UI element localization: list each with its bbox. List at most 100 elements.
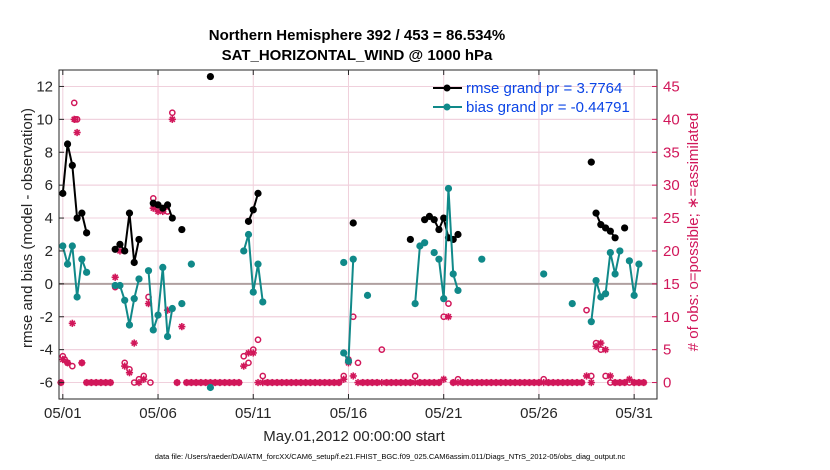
obs-assimilated-marker	[425, 378, 434, 387]
y-tick-label: -2	[40, 309, 53, 326]
bias-series-line	[590, 250, 621, 322]
obs-assimilated-marker	[535, 378, 543, 387]
bias-point	[121, 296, 129, 304]
x-tick-label: 05/31	[615, 405, 653, 422]
rmse-series-line	[114, 212, 140, 263]
y2-tick-label: 15	[663, 276, 680, 293]
bias-series-line	[147, 267, 174, 337]
bias-point	[240, 247, 248, 255]
rmse-point	[78, 209, 86, 217]
x-tick-label: 05/01	[44, 405, 82, 422]
obs-assimilated-stroke	[188, 379, 195, 386]
rmse-point	[163, 201, 172, 209]
rmse-point	[435, 225, 443, 234]
obs-assimilated-stroke	[540, 379, 547, 386]
legend: rmse grand pr = 3.7764 bias grand pr = -…	[433, 80, 630, 116]
obs-assimilated-stroke	[64, 359, 71, 366]
obs-assimilated-marker	[592, 342, 600, 350]
obs-assimilated-stroke	[440, 376, 447, 383]
obs-assimilated-stroke	[597, 339, 604, 347]
rmse-point	[125, 209, 134, 217]
obs-assimilated-stroke	[393, 379, 400, 386]
bias-point	[568, 299, 576, 308]
obs-assimilated-marker	[273, 378, 281, 387]
obs-assimilated-stroke	[183, 379, 190, 386]
obs-assimilated-marker	[168, 115, 176, 123]
y2-tick-label: 30	[663, 177, 680, 194]
obs-assimilated-marker	[278, 378, 286, 387]
obs-assimilated-stroke	[621, 379, 628, 386]
bias-point	[440, 295, 448, 303]
x-tick-label: 05/06	[139, 405, 177, 422]
obs-assimilated-stroke	[359, 379, 366, 386]
obs-assimilated-stroke	[354, 379, 362, 386]
obs-assimilated-stroke	[526, 379, 533, 386]
obs-assimilated-marker	[59, 355, 67, 364]
obs-assimilated-marker	[306, 378, 314, 387]
y-axis-label: rmse and bias (model - observation)	[19, 108, 36, 348]
obs-assimilated-stroke	[554, 379, 562, 386]
obs-assimilated-stroke	[302, 379, 309, 386]
obs-possible-marker	[411, 372, 419, 380]
bias-series-line	[61, 245, 88, 298]
rmse-point	[116, 240, 124, 248]
obs-assimilated-marker	[578, 378, 586, 387]
obs-assimilated-stroke	[550, 379, 557, 386]
x-axis-label: May.01,2012 00:00:00 start	[263, 428, 445, 445]
obs-assimilated-stroke	[312, 379, 319, 386]
bias-point	[144, 267, 153, 275]
obs-assimilated-stroke	[307, 379, 314, 386]
y2-tick-label: 25	[663, 210, 680, 227]
y-tick-label: -4	[40, 342, 53, 359]
obs-assimilated-stroke	[473, 379, 481, 386]
obs-assimilated-stroke	[74, 129, 81, 136]
obs-assimilated-stroke	[435, 379, 443, 386]
obs-assimilated-stroke	[245, 349, 252, 357]
obs-assimilated-stroke	[59, 356, 66, 363]
bias-point	[340, 258, 348, 267]
rmse-point	[254, 189, 262, 197]
obs-assimilated-stroke	[559, 379, 566, 386]
obs-assimilated-marker	[625, 375, 633, 383]
obs-assimilated-stroke	[602, 346, 609, 353]
obs-assimilated-marker	[440, 375, 448, 383]
obs-assimilated-stroke	[450, 379, 457, 386]
rmse-point	[178, 225, 186, 234]
bias-point	[187, 260, 195, 268]
obs-assimilated-stroke	[412, 379, 419, 386]
obs-assimilated-stroke	[193, 379, 200, 386]
obs-assimilated-marker	[68, 319, 76, 327]
obs-assimilated-stroke	[378, 379, 385, 386]
obs-assimilated-stroke	[635, 379, 642, 386]
bias-point	[411, 299, 419, 308]
bias-point	[130, 295, 138, 303]
bias-point	[344, 357, 353, 365]
obs-assimilated-marker	[597, 339, 605, 347]
obs-assimilated-marker	[554, 378, 562, 387]
obs-assimilated-stroke	[407, 379, 414, 386]
obs-assimilated-marker	[587, 378, 595, 387]
rmse-point	[454, 230, 462, 239]
obs-possible-marker	[147, 379, 154, 386]
rmse-point	[611, 234, 619, 242]
obs-assimilated-stroke	[383, 379, 390, 386]
obs-assimilated-marker	[549, 378, 557, 387]
bias-point	[592, 276, 600, 285]
obs-assimilated-marker	[140, 375, 148, 383]
obs-assimilated-stroke	[326, 379, 333, 386]
obs-assimilated-marker	[78, 359, 86, 367]
bias-point	[421, 239, 429, 247]
obs-assimilated-stroke	[521, 379, 528, 386]
obs-assimilated-stroke	[221, 379, 228, 386]
obs-assimilated-stroke	[397, 379, 404, 386]
bias-point	[206, 383, 215, 392]
obs-assimilated-stroke	[216, 379, 224, 386]
y-tick-label: 12	[36, 78, 53, 95]
chart-subtitle: SAT_HORIZONTAL_WIND @ 1000 hPa	[222, 47, 493, 64]
obs-assimilated-stroke	[497, 379, 504, 386]
obs-assimilated-marker	[240, 362, 248, 370]
obs-assimilated-marker	[249, 349, 257, 357]
bias-point	[244, 230, 253, 239]
bias-point	[125, 321, 134, 329]
obs-assimilated-stroke	[250, 349, 257, 357]
